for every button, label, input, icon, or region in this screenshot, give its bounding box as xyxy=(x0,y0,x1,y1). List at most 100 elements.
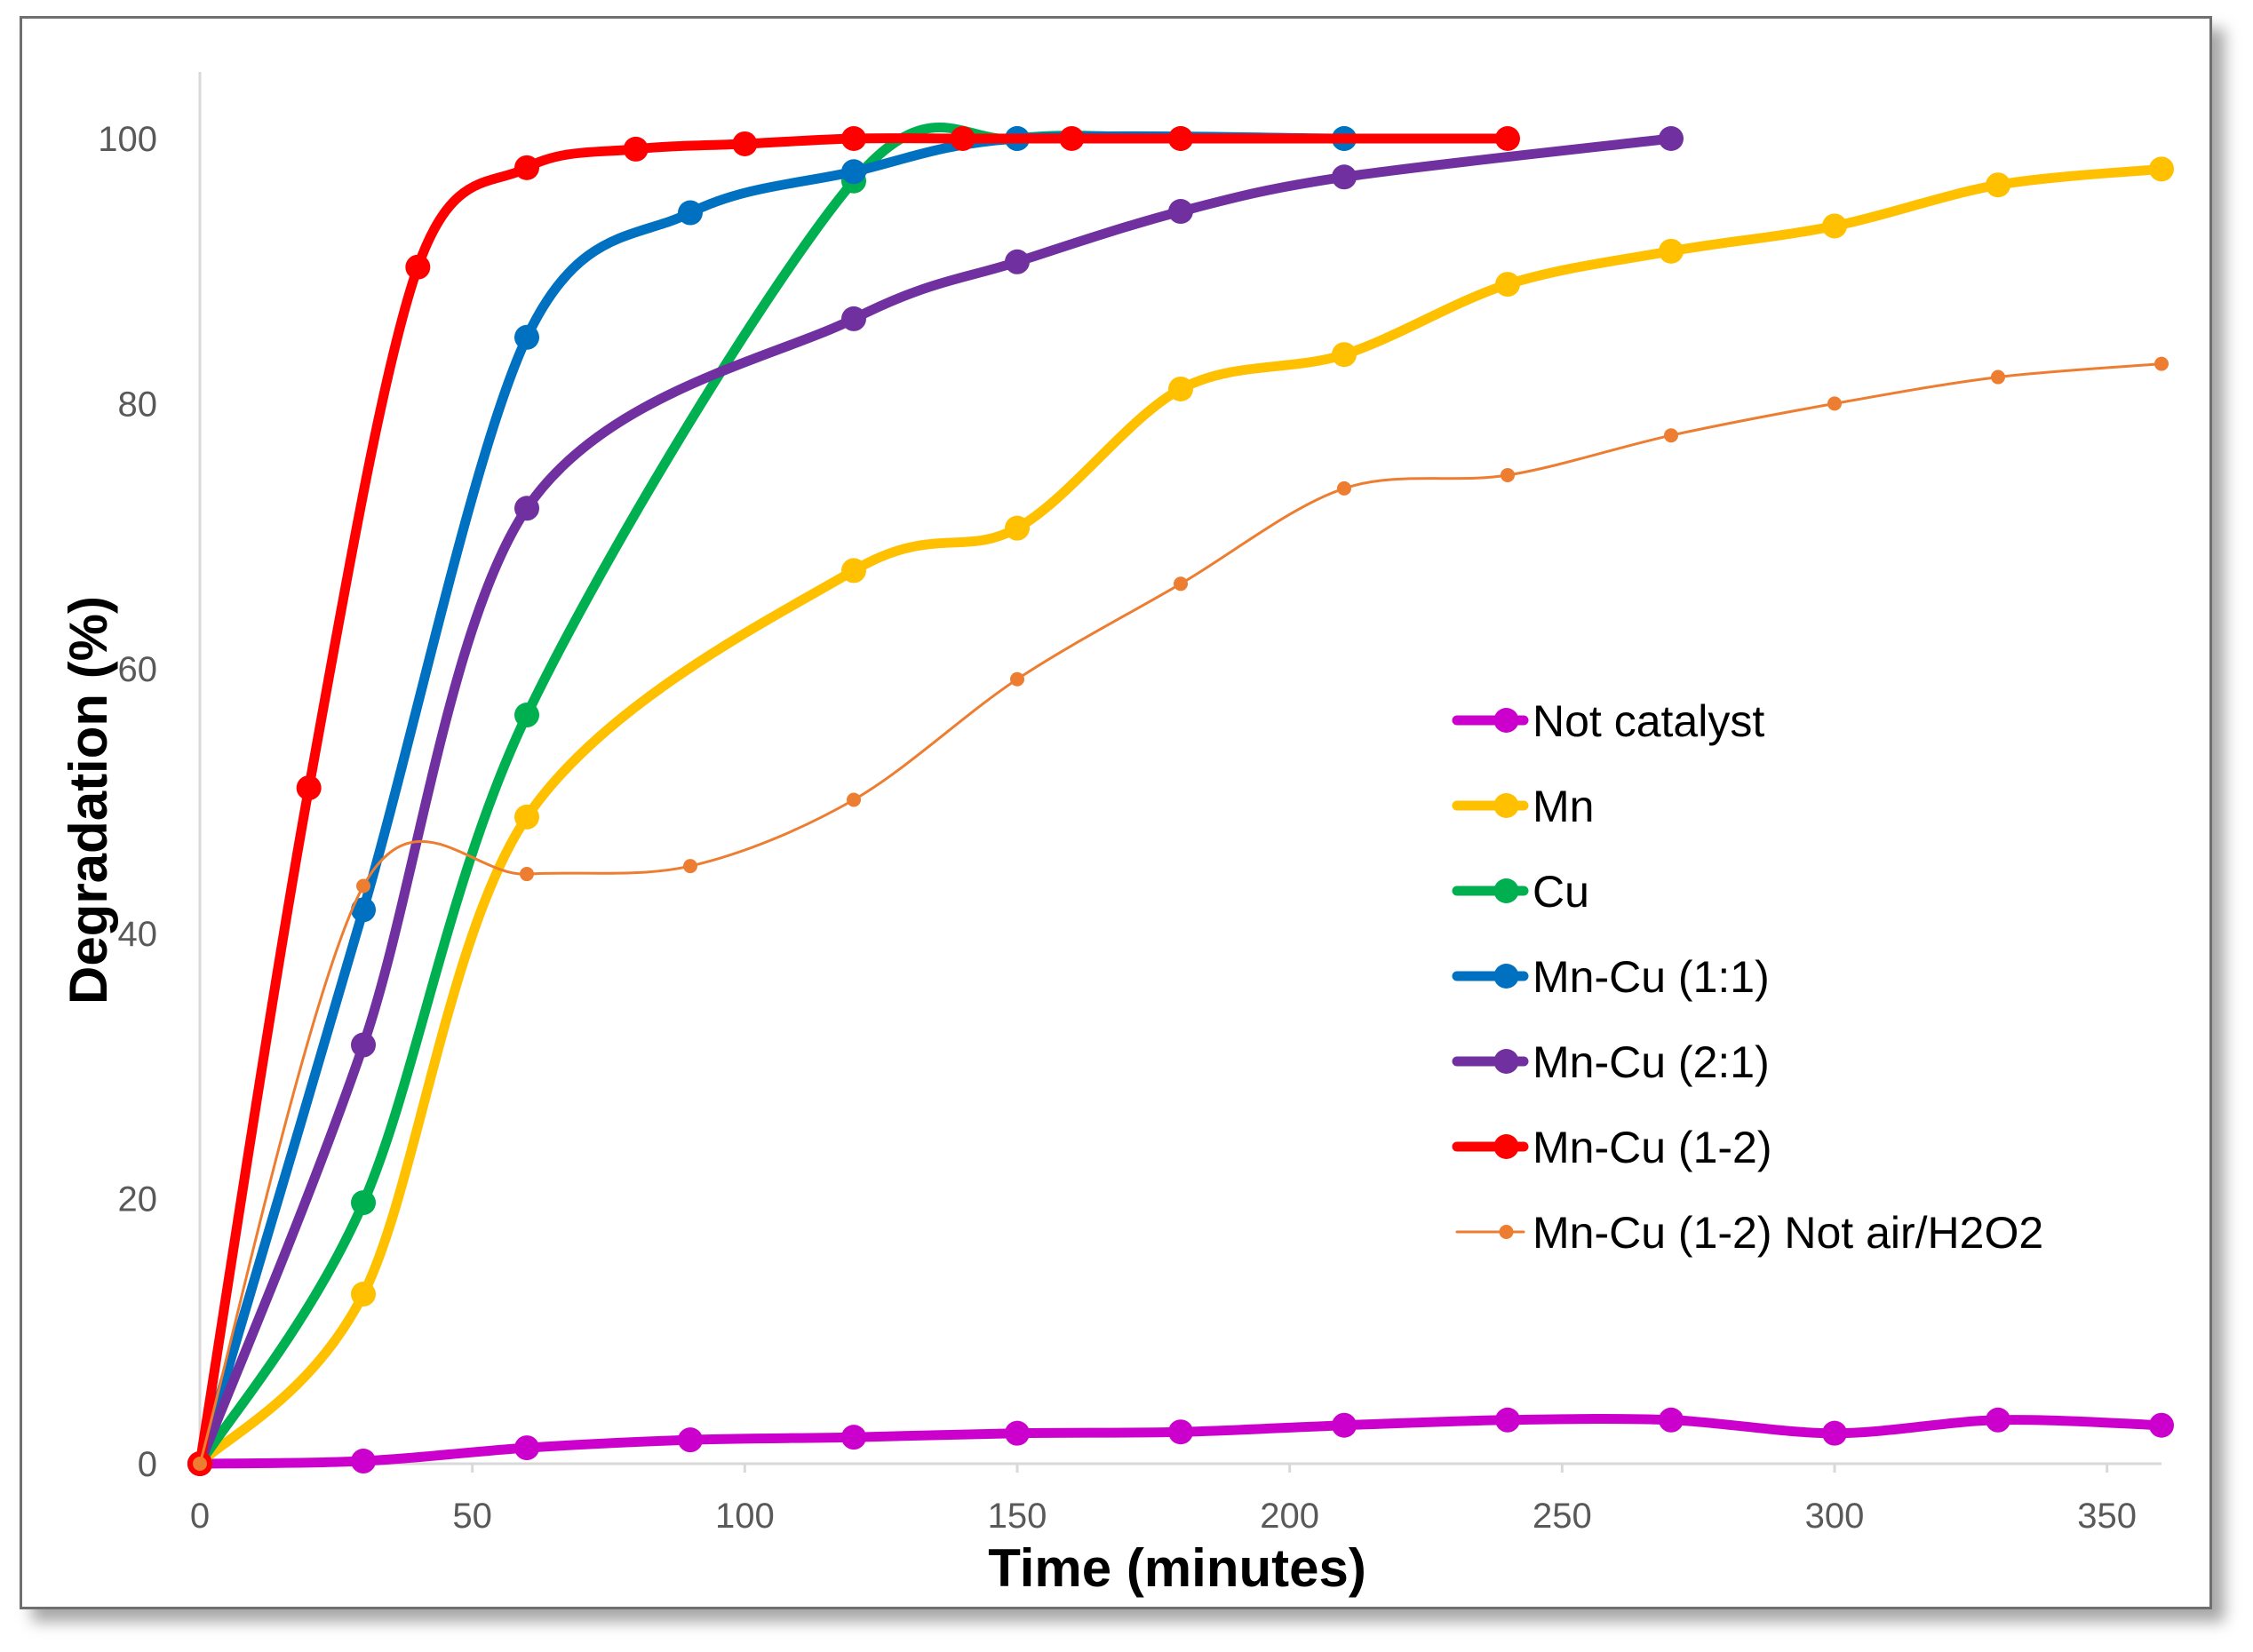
legend-item: Mn-Cu (1-2) xyxy=(1452,1123,1771,1172)
data-point xyxy=(351,1032,376,1058)
x-tick-label: 300 xyxy=(1805,1497,1865,1536)
data-point xyxy=(1059,126,1085,151)
legend-item: Mn-Cu (1-2) Not air/H2O2 xyxy=(1455,1208,2043,1258)
legend: Not catalyst Mn Cu Mn-Cu (1:1) Mn-Cu (2:1) Mn… xyxy=(1452,696,2043,1258)
data-point xyxy=(351,1449,376,1474)
data-point xyxy=(2154,356,2169,371)
series-mn-cu-1-1 xyxy=(187,126,1357,1476)
series-line xyxy=(198,362,2163,1465)
legend-label: Mn-Cu (1-2) Not air/H2O2 xyxy=(1533,1208,2043,1258)
data-point xyxy=(1986,172,2010,198)
data-point xyxy=(1332,1412,1357,1438)
data-point xyxy=(1827,396,1842,411)
legend-swatch-marker xyxy=(1493,878,1519,903)
data-point xyxy=(1986,1407,2010,1433)
x-tick-label: 200 xyxy=(1260,1497,1319,1536)
data-point xyxy=(1168,376,1193,401)
legend-label: Not catalyst xyxy=(1533,696,1764,746)
data-point xyxy=(351,1282,376,1307)
data-point xyxy=(1664,428,1678,443)
legend-item: Cu xyxy=(1452,867,1589,917)
legend-item: Not catalyst xyxy=(1452,696,1764,746)
x-tick-label: 250 xyxy=(1533,1497,1592,1536)
data-point xyxy=(296,775,322,801)
data-point xyxy=(1991,369,2005,385)
data-point xyxy=(1005,515,1030,541)
data-point xyxy=(514,1435,539,1461)
data-point xyxy=(1168,199,1193,225)
legend-label: Mn-Cu (2:1) xyxy=(1533,1037,1770,1087)
data-point xyxy=(2149,1412,2174,1438)
legend-swatch-marker xyxy=(1493,1049,1519,1074)
data-point xyxy=(514,155,539,180)
data-point xyxy=(623,136,649,162)
y-tick-label: 20 xyxy=(118,1180,158,1219)
series-mn xyxy=(187,156,2174,1476)
legend-label: Cu xyxy=(1533,867,1589,917)
data-point xyxy=(1005,1420,1030,1446)
chart-frame: 0 50 100 150 200 250 300 350 0 20 40 60 80 100 Not ca… xyxy=(20,16,2212,1609)
legend-label: Mn xyxy=(1533,782,1594,831)
data-point xyxy=(841,126,866,151)
data-point xyxy=(514,324,539,350)
series-not-catalyst xyxy=(187,1407,2174,1476)
data-point xyxy=(1495,1407,1520,1433)
legend-swatch-marker xyxy=(1499,1225,1514,1239)
data-point xyxy=(678,1427,703,1453)
x-tick-label: 100 xyxy=(715,1497,775,1536)
axes: 0 50 100 150 200 250 300 350 0 20 40 60 80 100 xyxy=(98,72,2161,1536)
y-axis-title: Degradation (%) xyxy=(59,596,118,1005)
data-point xyxy=(678,200,703,226)
data-point xyxy=(732,131,758,156)
series-layer xyxy=(187,123,2174,1476)
legend-item: Mn-Cu (1:1) xyxy=(1452,952,1770,1002)
series-cu xyxy=(187,123,1357,1476)
data-point xyxy=(1501,467,1515,482)
legend-swatch-marker xyxy=(1493,793,1519,818)
data-point xyxy=(683,859,697,874)
data-point xyxy=(356,878,370,894)
data-point xyxy=(1168,1419,1193,1445)
legend-swatch-marker xyxy=(1493,964,1519,989)
x-tick-label: 150 xyxy=(988,1497,1047,1536)
data-point xyxy=(841,1425,866,1450)
y-tick-label: 80 xyxy=(118,385,158,424)
data-point xyxy=(2149,156,2174,182)
data-point xyxy=(1005,249,1030,274)
data-point xyxy=(1174,576,1188,592)
legend-swatch-marker xyxy=(1493,1134,1519,1159)
data-point xyxy=(1332,164,1357,190)
x-tick-label: 0 xyxy=(190,1497,210,1536)
line-chart: 0 50 100 150 200 250 300 350 0 20 40 60 80 100 Not ca… xyxy=(59,72,2174,1598)
data-point xyxy=(1332,342,1357,368)
data-point xyxy=(1495,126,1520,151)
y-tick-label: 60 xyxy=(118,650,158,689)
legend-item: Mn-Cu (2:1) xyxy=(1452,1037,1770,1087)
data-point xyxy=(405,254,431,280)
data-point xyxy=(1495,272,1520,298)
legend-label: Mn-Cu (1-2) xyxy=(1533,1123,1771,1172)
data-point xyxy=(351,1190,376,1216)
data-point xyxy=(1337,481,1351,496)
data-point xyxy=(514,496,539,521)
data-point xyxy=(1659,238,1684,264)
series-line xyxy=(195,133,1676,1469)
y-tick-label: 40 xyxy=(118,915,158,954)
data-point xyxy=(1822,213,1847,239)
data-point xyxy=(1168,126,1193,151)
series-mn-cu-1-2 xyxy=(187,126,1520,1476)
data-point xyxy=(514,703,539,728)
data-point xyxy=(1010,671,1024,687)
data-point xyxy=(1822,1420,1847,1446)
y-tick-label: 100 xyxy=(98,120,157,159)
data-point xyxy=(950,126,975,151)
legend-swatch-marker xyxy=(1493,708,1519,733)
data-point xyxy=(841,306,866,331)
data-point xyxy=(841,159,866,185)
legend-label: Mn-Cu (1:1) xyxy=(1533,952,1770,1002)
data-point xyxy=(520,867,534,882)
y-tick-label: 0 xyxy=(138,1445,157,1484)
x-tick-label: 350 xyxy=(2077,1497,2137,1536)
series-line xyxy=(195,163,2167,1469)
legend-item: Mn xyxy=(1452,782,1594,831)
